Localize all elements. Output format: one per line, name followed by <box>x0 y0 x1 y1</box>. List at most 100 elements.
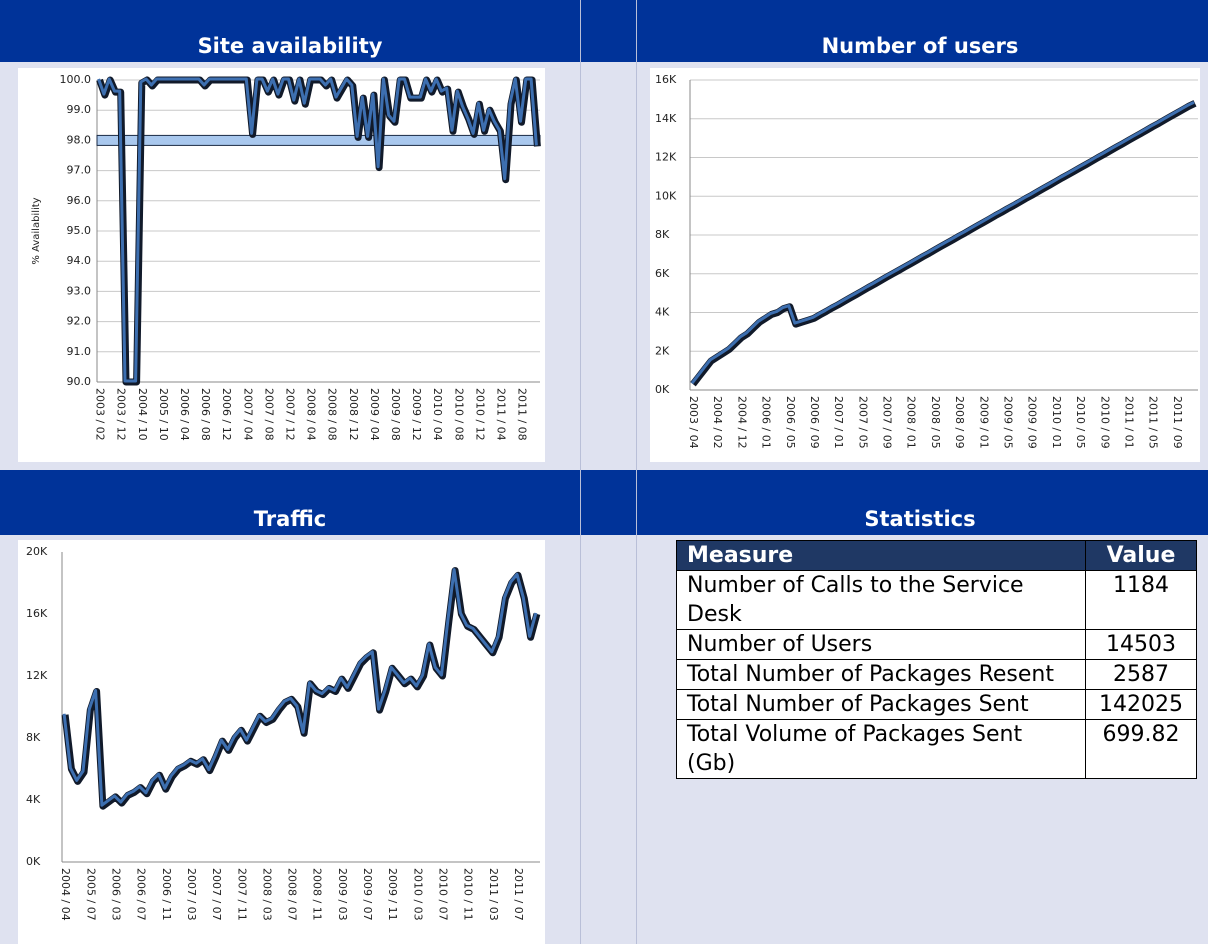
x-tick-label: 2009 / 09 <box>1026 396 1039 449</box>
x-tick-label: 2011 / 03 <box>487 868 500 921</box>
header-band <box>0 0 1208 62</box>
y-tick-label: 93.0 <box>67 284 92 297</box>
y-tick-label: 98.0 <box>67 133 92 146</box>
x-tick-label: 2011 / 01 <box>1122 396 1135 449</box>
x-tick-label: 2009 / 03 <box>336 868 349 921</box>
y-tick-label: 100.0 <box>60 73 92 86</box>
x-tick-label: 2004 / 10 <box>136 388 149 441</box>
x-tick-label: 2004 / 02 <box>711 396 724 449</box>
measure-cell: Total Number of Packages Sent <box>676 689 1086 720</box>
x-tick-label: 2003 / 02 <box>94 388 107 441</box>
value-cell: 1184 <box>1085 570 1197 630</box>
panel-title: Site availability <box>197 34 383 58</box>
x-tick-label: 2004 / 12 <box>735 396 748 449</box>
x-tick-label: 2009 / 05 <box>1002 396 1015 449</box>
x-tick-label: 2007 / 03 <box>185 868 198 921</box>
chart-bg <box>18 68 545 462</box>
x-tick-label: 2005 / 07 <box>84 868 97 921</box>
y-tick-label: 16K <box>655 73 677 86</box>
x-tick-label: 2007 / 08 <box>262 388 275 441</box>
column-header: Value <box>1085 540 1197 571</box>
x-tick-label: 2005 / 10 <box>157 388 170 441</box>
x-tick-label: 2006 / 04 <box>178 388 191 441</box>
x-tick-label: 2010 / 08 <box>452 388 465 441</box>
x-tick-label: 2011 / 07 <box>512 868 525 921</box>
y-tick-label: 16K <box>26 607 48 620</box>
y-tick-label: 12K <box>655 151 677 164</box>
x-tick-label: 2009 / 08 <box>389 388 402 441</box>
table-row: Total Number of Packages Resent 2587 <box>676 659 1197 690</box>
y-tick-label: 4K <box>655 306 670 319</box>
table-row: Number of Users 14503 <box>676 629 1197 660</box>
y-tick-label: 8K <box>26 731 41 744</box>
y-tick-label: 97.0 <box>67 164 92 177</box>
x-tick-label: 2008 / 08 <box>326 388 339 441</box>
table-row: Total Number of Packages Sent 142025 <box>676 689 1197 720</box>
x-tick-label: 2009 / 04 <box>368 388 381 441</box>
x-tick-label: 2011 / 09 <box>1171 396 1184 449</box>
y-tick-label: 99.0 <box>67 103 92 116</box>
x-tick-label: 2004 / 04 <box>59 868 72 921</box>
x-tick-label: 2006 / 05 <box>784 396 797 449</box>
x-tick-label: 2007 / 12 <box>283 388 296 441</box>
y-tick-label: 20K <box>26 545 48 558</box>
line-highlight <box>97 77 538 383</box>
y-axis-label: % Availability <box>31 197 42 264</box>
x-tick-label: 2007 / 04 <box>241 388 254 441</box>
x-tick-label: 2009 / 01 <box>977 396 990 449</box>
x-tick-label: 2008 / 09 <box>953 396 966 449</box>
y-tick-label: 2K <box>655 344 670 357</box>
measure-cell: Total Number of Packages Resent <box>676 659 1086 690</box>
x-tick-label: 2006 / 01 <box>760 396 773 449</box>
x-tick-label: 2010 / 11 <box>462 868 475 921</box>
value-cell: 699.82 <box>1085 719 1197 779</box>
panel-title: Number of users <box>821 34 1019 58</box>
x-tick-label: 2007 / 09 <box>881 396 894 449</box>
x-tick-label: 2010 / 07 <box>437 868 450 921</box>
line-highlight <box>690 100 1195 385</box>
y-tick-label: 91.0 <box>67 345 92 358</box>
x-tick-label: 2008 / 07 <box>286 868 299 921</box>
y-tick-label: 94.0 <box>67 254 92 267</box>
panel-title: Statistics <box>864 507 976 531</box>
y-tick-label: 0K <box>26 855 41 868</box>
value-cell: 14503 <box>1085 629 1197 660</box>
x-tick-label: 2006 / 09 <box>808 396 821 449</box>
x-tick-label: 2007 / 07 <box>210 868 223 921</box>
x-tick-label: 2006 / 12 <box>220 388 233 441</box>
y-tick-label: 12K <box>26 669 48 682</box>
measure-cell: Number of Calls to the Service Desk <box>676 570 1086 630</box>
y-tick-label: 92.0 <box>67 315 92 328</box>
x-tick-label: 2003 / 12 <box>115 388 128 441</box>
x-tick-label: 2007 / 11 <box>235 868 248 921</box>
y-tick-label: 14K <box>655 112 677 125</box>
table-row: Number of Calls to the Service Desk 1184 <box>676 570 1197 630</box>
x-tick-label: 2007 / 05 <box>856 396 869 449</box>
y-tick-label: 95.0 <box>67 224 92 237</box>
x-tick-label: 2011 / 05 <box>1147 396 1160 449</box>
x-tick-label: 2007 / 01 <box>832 396 845 449</box>
x-tick-label: 2009 / 11 <box>386 868 399 921</box>
x-tick-label: 2008 / 03 <box>260 868 273 921</box>
value-cell: 142025 <box>1085 689 1197 720</box>
y-tick-label: 4K <box>26 793 41 806</box>
table-row: Total Volume of Packages Sent (Gb) 699.82 <box>676 719 1197 779</box>
chart: 0K 2K 4K 6K 8K 10K 12K 14K 16K 2003 / 04 2004 / 02… <box>650 68 1200 462</box>
measure-cell: Number of Users <box>676 629 1086 660</box>
x-tick-label: 2010 / 01 <box>1050 396 1063 449</box>
y-tick-label: 8K <box>655 228 670 241</box>
x-tick-label: 2011 / 08 <box>516 388 529 441</box>
x-tick-label: 2003 / 04 <box>687 396 700 449</box>
x-tick-label: 2008 / 12 <box>347 388 360 441</box>
chart: 90.0 91.0 92.0 93.0 94.0 95.0 96.0 97.0 98.0 99.0… <box>18 68 545 462</box>
x-tick-label: 2008 / 11 <box>311 868 324 921</box>
x-tick-label: 2010 / 05 <box>1074 396 1087 449</box>
x-tick-label: 2010 / 09 <box>1098 396 1111 449</box>
y-tick-label: 90.0 <box>67 375 92 388</box>
divider <box>636 0 637 944</box>
statistics-table: Measure Value Number of Calls to the Servi… <box>676 540 1197 779</box>
panel-title: Traffic <box>253 507 327 531</box>
line-highlight <box>62 568 538 807</box>
x-tick-label: 2009 / 12 <box>410 388 423 441</box>
